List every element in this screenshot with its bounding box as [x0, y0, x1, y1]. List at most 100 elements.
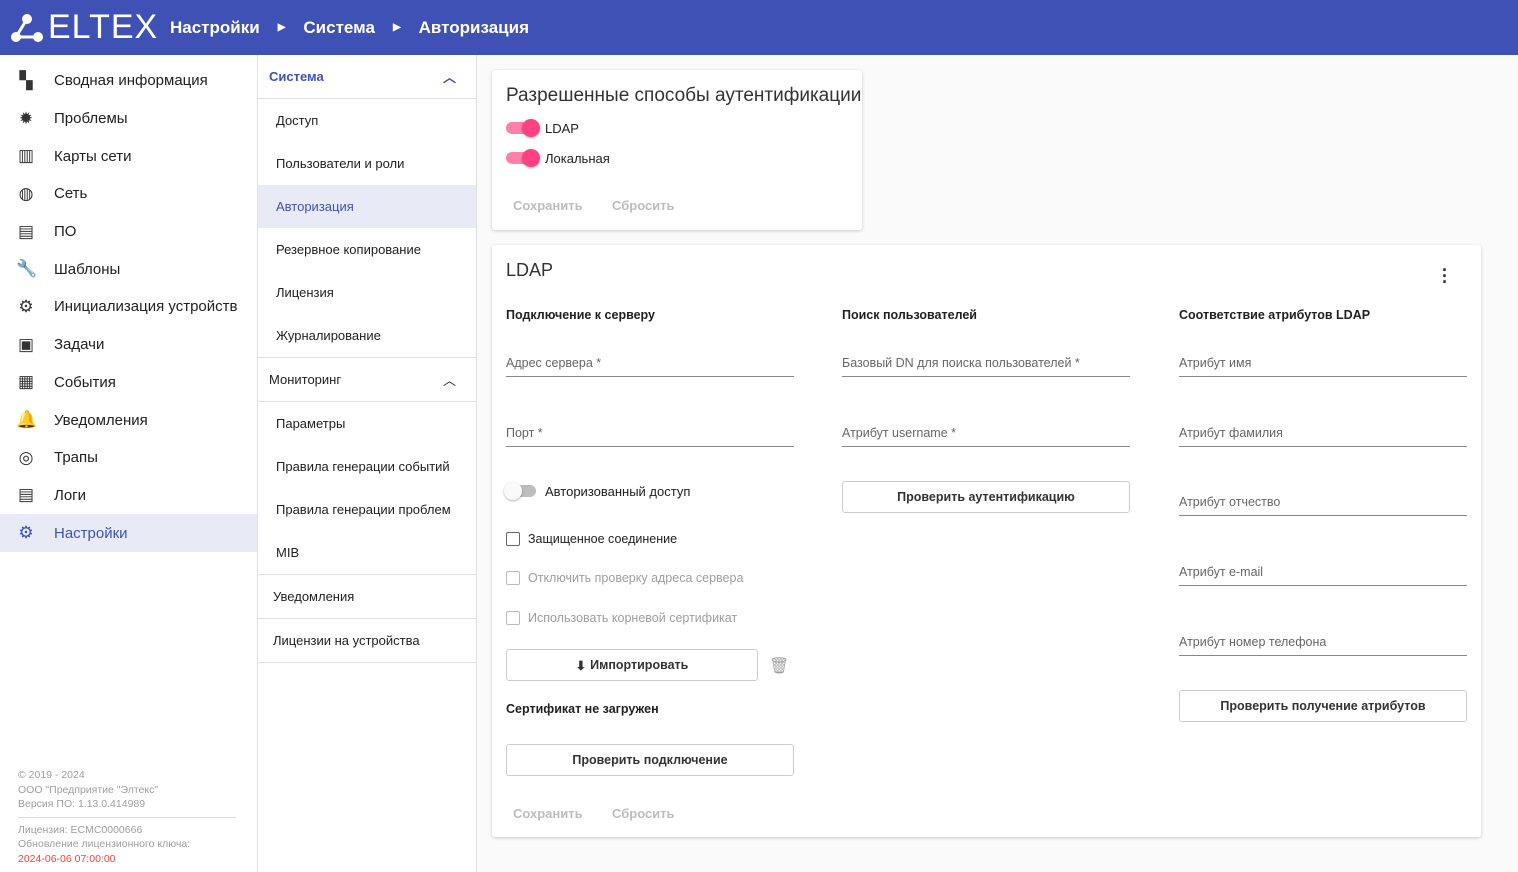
sidebar-item-label: Трапы	[54, 449, 98, 467]
submenu-device-licenses[interactable]: Лицензии на устройства	[258, 619, 476, 663]
ldap-card: LDAP · · · Подключение к серверу Поиск пол…	[492, 245, 1481, 837]
username-attr-input[interactable]: Атрибут username *	[842, 426, 1130, 447]
secure-connection-checkbox[interactable]: Защищенное соединение	[506, 532, 677, 546]
sidebar-item-label: Настройки	[54, 524, 128, 542]
submenu-item[interactable]: Пользователи и роли	[276, 156, 405, 171]
chevron-right-icon: ▶	[392, 22, 401, 33]
bell-icon: 🔔	[16, 410, 38, 430]
submenu-item[interactable]: Журналирование	[276, 328, 381, 343]
breadcrumb-system[interactable]: Система	[303, 17, 375, 37]
reset-button[interactable]: Сбросить	[612, 198, 675, 213]
more-vert-icon[interactable]: · · ·	[1442, 260, 1448, 292]
license: Лицензия: ECMC0000666	[18, 823, 143, 836]
sidebar-item[interactable]: ◎ Трапы	[0, 439, 257, 477]
sidebar-item[interactable]: ▤ Логи	[0, 477, 257, 515]
test-auth-button[interactable]: Проверить аутентификацию	[842, 481, 1130, 513]
sidebar-item-label: Логи	[54, 486, 87, 504]
test-attrs-button[interactable]: Проверить получение атрибутов	[1179, 690, 1467, 722]
root-cert-checkbox[interactable]: Использовать корневой сертификат	[506, 611, 737, 625]
submenu-item[interactable]: Резервное копирование	[276, 242, 421, 257]
section-title: Поиск пользователей	[842, 308, 977, 322]
chevron-up-icon: ︿	[442, 373, 456, 388]
import-button[interactable]: ⬇ Импортировать	[506, 649, 758, 681]
sidebar-item[interactable]: ▚ Сводная информация	[0, 62, 257, 100]
copyright: © 2019 - 2024	[18, 769, 85, 781]
submenu-item[interactable]: Правила генерации событий	[276, 459, 450, 474]
submenu-item[interactable]: Авторизация	[258, 185, 476, 228]
button-label: Импортировать	[590, 658, 689, 672]
company: ООО "Предприятие "Элтекс"	[18, 783, 159, 796]
log-icon: ▤	[17, 485, 35, 505]
sidebar-item-label: Задачи	[54, 336, 105, 354]
submenu-item[interactable]: Параметры	[276, 416, 346, 431]
submenu-notifications[interactable]: Уведомления	[258, 575, 476, 619]
dashboard-icon: ▚	[19, 70, 33, 90]
app-header: ELTEX Настройки ▶ Система ▶ Авторизация	[0, 0, 1518, 55]
save-button[interactable]: Сохранить	[513, 198, 583, 213]
globe-icon: ◍	[18, 183, 34, 203]
sidebar-item-label: Инициализация устройств	[54, 298, 238, 316]
breadcrumb: Настройки ▶ Система ▶ Авторизация	[170, 18, 529, 38]
chevron-right-icon: ▶	[277, 22, 286, 33]
email-attr-input[interactable]: Атрибут e-mail	[1179, 565, 1467, 586]
last-name-attr-input[interactable]: Атрибут фамилия	[1179, 426, 1467, 447]
port-input[interactable]: Порт *	[506, 426, 794, 447]
key-update-date: 2024-06-06 07:00:00	[18, 852, 116, 865]
authorized-access-toggle[interactable]: Авторизованный доступ	[504, 481, 690, 501]
checkbox-label: Защищенное соединение	[528, 532, 678, 546]
clipboard-icon: ▣	[17, 334, 35, 354]
card-title: LDAP	[506, 260, 554, 280]
submenu-item[interactable]: Правила генерации проблем	[276, 502, 451, 517]
key-update-label: Обновление лицензионного ключа:	[18, 838, 191, 850]
gear-icon: ⚙	[18, 523, 34, 543]
store-icon: ▤	[17, 221, 35, 241]
submenu-item[interactable]: Лицензия	[276, 285, 334, 300]
sidebar-item-label: Сеть	[54, 185, 88, 203]
auth-methods-card: Разрешенные способы аутентификации LDAP …	[492, 70, 862, 230]
sidebar-item[interactable]: ▤ ПО	[0, 213, 257, 251]
server-address-input[interactable]: Адрес сервера *	[506, 356, 794, 377]
disable-server-check-checkbox[interactable]: Отключить проверку адреса сервера	[506, 571, 743, 585]
submenu-item[interactable]: Доступ	[276, 113, 319, 128]
submenu-item[interactable]: MIB	[276, 545, 300, 560]
toggle-label: LDAP	[545, 120, 579, 136]
auto-settings-icon: ⚙	[18, 296, 34, 316]
submenu-group-monitoring[interactable]: Мониторинг ︿	[258, 358, 476, 402]
middle-name-attr-input[interactable]: Атрибут отчество	[1179, 495, 1467, 516]
eltex-logo[interactable]: ELTEX	[10, 8, 170, 47]
sidebar-item[interactable]: ▥ Карты сети	[0, 137, 257, 175]
test-connection-button[interactable]: Проверить подключение	[506, 744, 794, 776]
wrench-icon: 🔧	[16, 259, 38, 279]
sidebar-item-label: Проблемы	[54, 110, 128, 128]
breadcrumb-authorization: Авторизация	[418, 17, 529, 37]
logo-text: ELTEX	[48, 8, 159, 46]
sidebar-item-label: Уведомления	[54, 411, 148, 429]
sidebar-item[interactable]: ▦ События	[0, 364, 257, 402]
breadcrumb-settings[interactable]: Настройки	[170, 17, 260, 37]
reset-button[interactable]: Сбросить	[612, 806, 675, 821]
sidebar-item[interactable]: 🔧 Шаблоны	[0, 250, 257, 288]
first-name-attr-input[interactable]: Атрибут имя	[1179, 356, 1467, 377]
sidebar-item[interactable]: ✹ Проблемы	[0, 100, 257, 138]
sidebar-item[interactable]: ◍ Сеть	[0, 175, 257, 213]
save-button[interactable]: Сохранить	[513, 806, 583, 821]
logo-icon	[11, 13, 43, 42]
checkbox-label: Отключить проверку адреса сервера	[528, 571, 744, 585]
chevron-up-icon: ︿	[442, 70, 456, 85]
group-title: Мониторинг	[269, 372, 342, 387]
section-title: Подключение к серверу	[506, 308, 655, 322]
sidebar-item[interactable]: ⚙ Настройки	[0, 514, 257, 552]
alarm-light-icon: ✹	[18, 108, 34, 128]
sidebar-item[interactable]: 🔔 Уведомления	[0, 401, 257, 439]
delete-icon[interactable]: 🗑	[769, 658, 790, 675]
sidebar-item-label: Карты сети	[54, 147, 132, 165]
sidebar-item[interactable]: ▣ Задачи	[0, 326, 257, 364]
toggle-label: Локальная	[545, 150, 610, 166]
sidebar-item[interactable]: ⚙ Инициализация устройств	[0, 288, 257, 326]
base-dn-input[interactable]: Базовый DN для поиска пользователей *	[842, 356, 1130, 377]
card-title: Разрешенные способы аутентификации	[506, 85, 862, 106]
local-toggle[interactable]: Локальная	[506, 148, 610, 168]
submenu-group-system[interactable]: Система ︿	[258, 55, 476, 99]
phone-attr-input[interactable]: Атрибут номер телефона	[1179, 635, 1467, 656]
ldap-toggle[interactable]: LDAP	[506, 118, 579, 138]
